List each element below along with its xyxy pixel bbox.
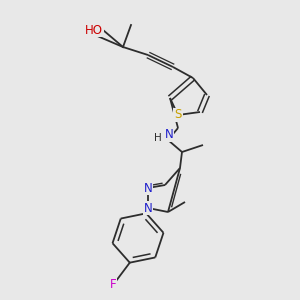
Text: N: N [144, 202, 152, 214]
Text: N: N [144, 182, 152, 194]
Text: H: H [154, 133, 162, 143]
Text: F: F [110, 278, 116, 292]
Text: N: N [165, 128, 173, 142]
Text: S: S [174, 109, 182, 122]
Text: HO: HO [85, 23, 103, 37]
